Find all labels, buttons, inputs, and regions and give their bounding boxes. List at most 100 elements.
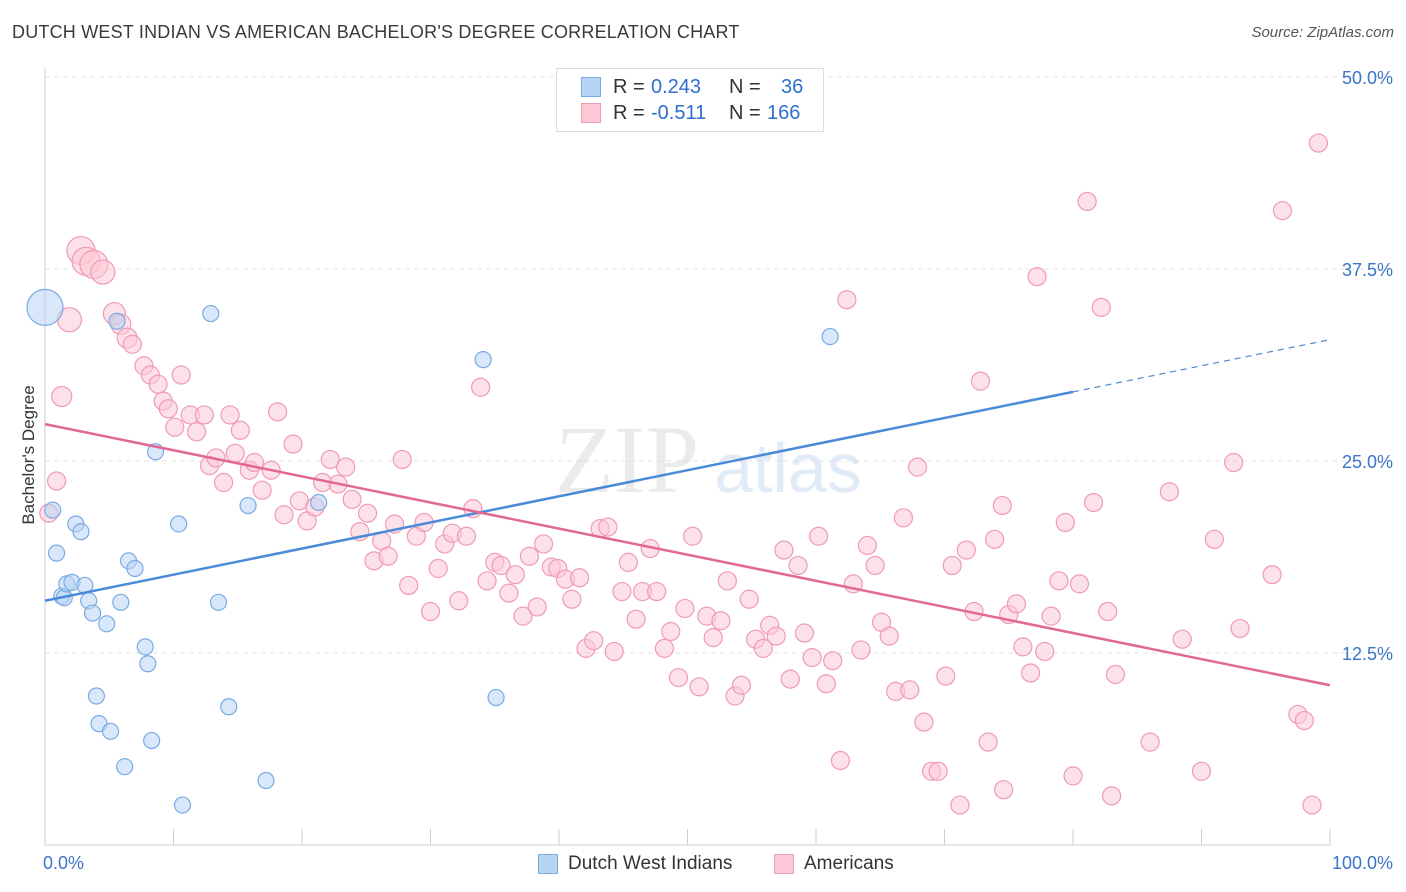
americans-point-64 [499,583,519,603]
x-tick-label-min: 0.0% [43,853,84,873]
legend-swatch-blue [581,77,601,97]
americans-point-132 [978,732,998,752]
legend-r-label: R = [613,75,645,98]
dutch-west-indians-point-11 [83,604,102,622]
trend-line-americans [44,422,1331,687]
americans-point-26 [225,443,245,463]
legend-item-dutch-west-indians[interactable]: Dutch West Indians [538,852,732,876]
dutch-west-indians-point-30 [239,496,257,515]
americans-point-116 [865,555,885,576]
americans-point-112 [837,290,857,310]
dutch-west-indians-point-21 [136,638,154,656]
americans-point-97 [731,675,752,695]
americans-point-131 [970,371,991,391]
americans-point-25 [220,405,240,425]
trend-lines [44,339,1331,687]
americans-point-150 [1105,664,1126,685]
americans-point-107 [802,648,822,668]
dutch-west-indians-point-20 [126,559,144,578]
americans-point-153 [1172,629,1192,649]
americans-point-143 [1055,512,1075,533]
source-credit: Source: ZipAtlas.com [1251,24,1394,41]
americans-point-60 [471,377,491,397]
watermark: ZIP atlas [555,406,862,513]
americans-point-74 [569,568,590,588]
americans-point-66 [513,606,533,626]
americans-point-128 [950,795,970,815]
dutch-west-indians-point-29 [220,698,238,716]
americans-point-164 [994,780,1014,800]
americans-point-33 [274,505,294,525]
americans-point-21 [194,405,214,425]
americans-point-157 [1230,618,1250,639]
legend-row-americans: R = -0.511 N = 166 [581,101,800,125]
americans-point-34 [283,434,303,454]
series-americans-points [39,133,1329,815]
americans-point-44 [357,503,378,523]
americans-point-17 [165,417,185,437]
americans-point-30 [252,480,272,500]
americans-point-61 [477,571,497,591]
americans-point-138 [1020,663,1041,683]
trend-line-dutch-west-indians-extension [1072,339,1331,393]
americans-point-49 [392,449,412,470]
legend-r-value: -0.511 [651,101,707,124]
americans-point-108 [808,526,829,546]
americans-point-144 [1063,766,1083,786]
americans-point-20 [187,422,207,442]
legend-item-americans[interactable]: Americans [774,852,894,876]
americans-point-54 [428,558,448,579]
americans-point-98 [739,589,759,609]
americans-point-90 [683,526,703,546]
americans-point-16 [158,399,178,419]
americans-point-127 [942,555,962,576]
americans-point-120 [893,508,913,528]
legend-n-label: N = [729,101,761,124]
watermark-zip: ZIP [555,406,699,513]
americans-point-94 [711,611,731,631]
americans-point-122 [907,457,928,477]
americans-point-50 [399,575,419,596]
americans-point-39 [320,449,340,470]
americans-point-53 [420,601,441,622]
legend-r-label: R = [613,101,645,124]
axes [44,68,1331,846]
americans-point-154 [1191,761,1212,781]
americans-point-140 [1035,641,1055,662]
americans-point-141 [1041,606,1061,626]
americans-point-68 [527,597,547,617]
americans-point-121 [900,680,920,700]
y-tick-labels: 12.5% 25.0% 37.5% 50.0% [1342,68,1393,664]
series-dutch-west-indians-points [26,288,839,814]
americans-point-111 [830,750,851,771]
americans-point-63 [491,555,511,576]
americans-point-82 [626,609,646,629]
y-tick-label-1: 25.0% [1342,452,1393,472]
americans-point-156 [1224,452,1244,473]
americans-point-152 [1159,482,1179,502]
americans-point-145 [1069,574,1090,594]
americans-point-146 [1077,191,1097,212]
americans-point-163 [1308,133,1329,153]
americans-point-88 [668,667,689,688]
americans-point-158 [1262,565,1282,585]
dutch-west-indians-point-28 [209,593,228,611]
americans-point-91 [689,677,709,697]
legend-label: Dutch West Indians [568,853,733,874]
legend-r-value: 0.243 [651,75,702,98]
americans-point-57 [449,591,469,611]
americans-point-133 [985,529,1005,549]
americans-point-110 [823,651,843,671]
americans-point-162 [1302,795,1322,815]
americans-point-11 [122,334,142,354]
americans-point-85 [647,581,667,602]
legend-swatch-pink [774,854,794,874]
americans-point-41 [336,457,356,477]
dutch-west-indians-point-34 [487,688,505,707]
americans-point-80 [612,581,632,602]
americans-point-1 [46,471,67,491]
chart-title: DUTCH WEST INDIAN VS AMERICAN BACHELOR'S… [12,22,740,42]
americans-point-149 [1098,601,1118,622]
americans-point-104 [780,669,800,689]
americans-point-102 [766,626,786,646]
